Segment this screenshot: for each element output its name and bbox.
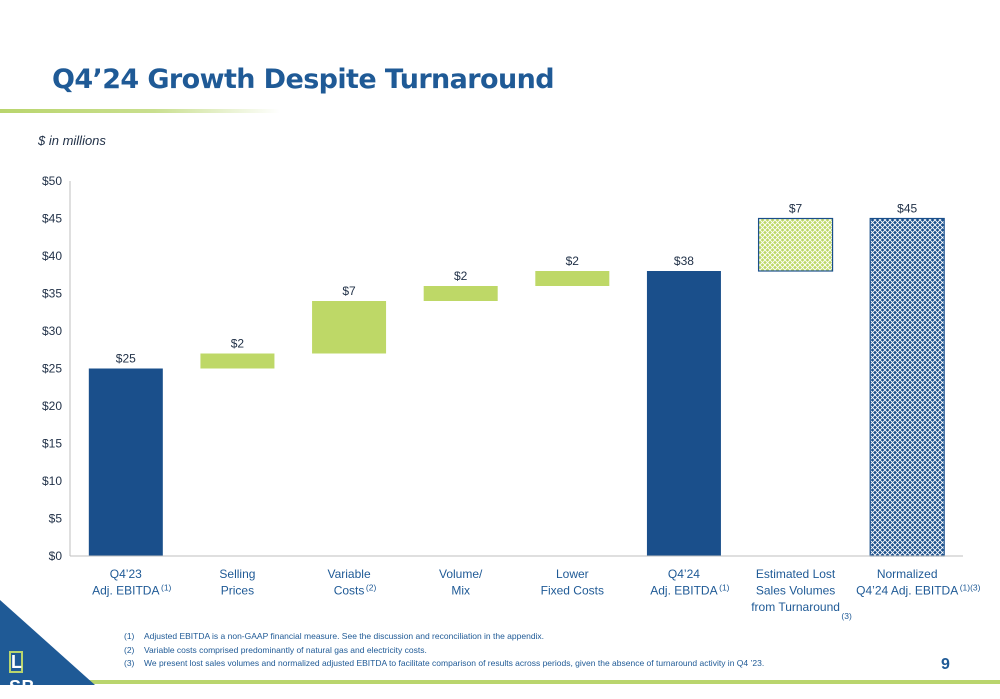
y-tick-label: $25 (42, 362, 62, 376)
waterfall-chart: $0$5$10$15$20$25$30$35$40$45$50 $25$2$7$… (42, 174, 981, 621)
bottom-rule (70, 680, 1000, 684)
category-label: Fixed Costs (541, 584, 604, 598)
y-tick-label: $5 (49, 512, 63, 526)
bar-increase (200, 353, 275, 369)
y-tick-label: $10 (42, 474, 62, 488)
page-title: Q4’24 Growth Despite Turnaround (52, 64, 555, 95)
category-label: Q4’24 Adj. EBITDA (856, 584, 958, 598)
data-label: $2 (566, 254, 580, 268)
footnote-3: (3) We present lost sales volumes and nor… (124, 657, 764, 671)
category-footnote-ref: (1)(3) (960, 583, 981, 593)
footnote-text: We present lost sales volumes and normal… (144, 658, 765, 668)
logo-mark: L (9, 651, 23, 673)
bars-group (88, 217, 945, 557)
data-label: $7 (789, 202, 803, 216)
category-footnote-ref: (1) (161, 583, 172, 593)
category-label: Mix (451, 584, 470, 598)
category-footnote-ref: (2) (366, 583, 377, 593)
category-label: Adj. EBITDA (92, 584, 159, 598)
footnote-number: (2) (124, 644, 135, 655)
category-footnote-ref: (1) (719, 583, 730, 593)
footnote-text: Variable costs comprised predominantly o… (144, 644, 427, 655)
y-tick-label: $20 (42, 399, 62, 413)
y-tick-label: $40 (42, 249, 62, 263)
category-label: Prices (221, 584, 254, 598)
category-label: Lower (556, 567, 589, 581)
footnotes: (1) Adjusted EBITDA is a non-GAAP financi… (124, 630, 764, 671)
category-label: Adj. EBITDA (650, 584, 717, 598)
bar-total (88, 368, 163, 556)
category-label: Estimated Lost (756, 567, 836, 581)
footnote-number: (3) (124, 658, 135, 668)
category-label: from Turnaround (751, 600, 840, 614)
data-label: $45 (897, 202, 917, 216)
category-label: Costs (334, 584, 365, 598)
footnote-text: Adjusted EBITDA is a non-GAAP financial … (144, 631, 545, 641)
data-label: $2 (231, 337, 245, 351)
footnote-1: (1) Adjusted EBITDA is a non-GAAP financi… (124, 630, 764, 644)
data-label: $7 (342, 284, 356, 298)
y-tick-label: $45 (42, 212, 62, 226)
footnote-number: (1) (124, 631, 135, 641)
y-tick-label: $15 (42, 437, 62, 451)
page-number: 9 (941, 656, 950, 673)
data-labels-group: $25 $2 $7 $2 $2 $38 $7 $45 (116, 202, 918, 366)
data-label: $25 (116, 352, 136, 366)
bar-total (646, 271, 721, 556)
y-tick-label: $30 (42, 324, 62, 338)
category-label: Volume/ (439, 567, 483, 581)
bar-increase (535, 271, 610, 286)
title-underline (0, 109, 280, 113)
units-note: $ in millions (38, 133, 106, 148)
y-tick-label: $50 (42, 174, 62, 188)
category-label: Selling (219, 567, 255, 581)
y-tick-label: $0 (49, 549, 63, 563)
data-label: $2 (454, 269, 468, 283)
y-axis: $0 $5 $10 $15 $20 $25 $30 $35 $40 $45 $50 (42, 174, 71, 563)
category-label: Sales Volumes (756, 584, 835, 598)
category-label: Normalized (877, 567, 938, 581)
bar-increase (312, 301, 387, 354)
logo-text: SB (9, 677, 36, 697)
data-label: $38 (674, 254, 694, 268)
bar-increase (757, 217, 834, 272)
category-footnote-ref: (3) (841, 611, 852, 621)
category-label: Q4’24 (668, 567, 700, 581)
bar-total (869, 217, 945, 557)
bar-increase (423, 286, 498, 301)
category-label: Variable (327, 567, 370, 581)
category-label: Q4’23 (110, 567, 142, 581)
footnote-2: (2) Variable costs comprised predominantl… (124, 644, 764, 658)
y-tick-label: $35 (42, 287, 62, 301)
company-logo: L SB (9, 651, 49, 697)
